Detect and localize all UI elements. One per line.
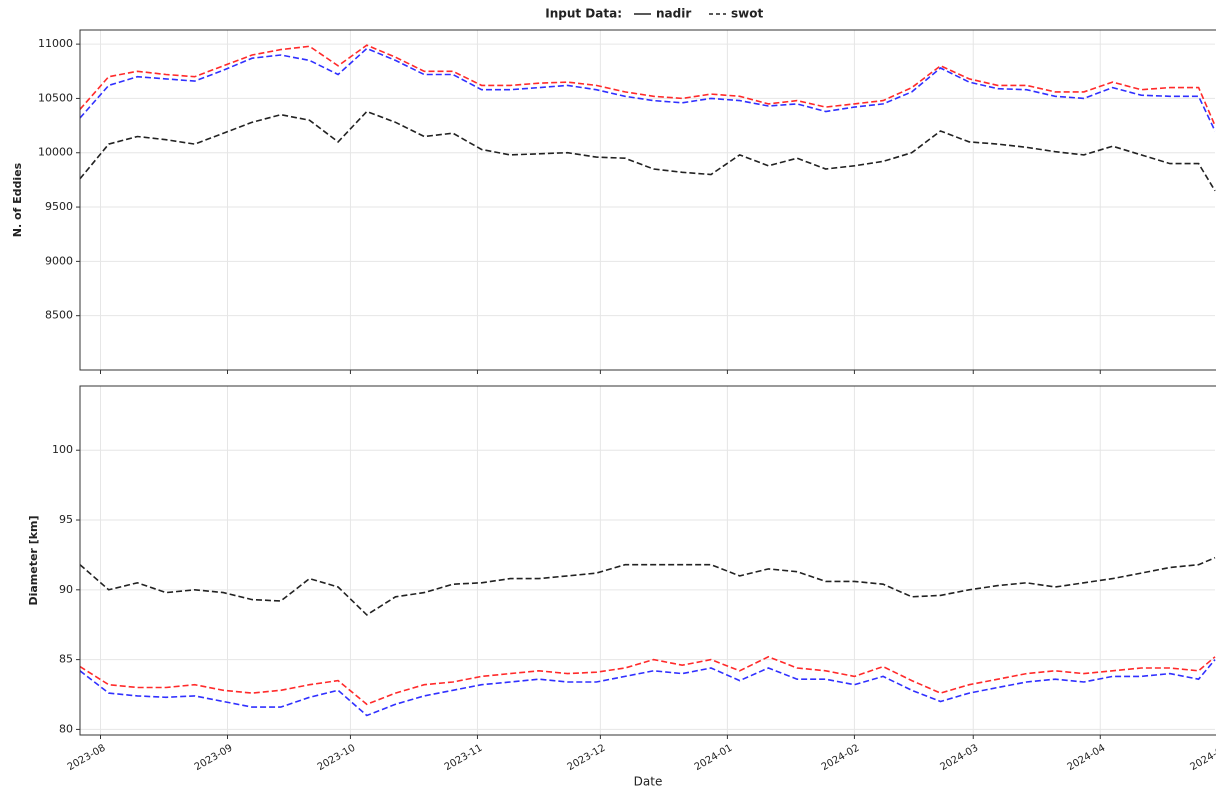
x-axis-label: Date bbox=[634, 775, 663, 789]
series-line bbox=[80, 47, 1216, 132]
series-line bbox=[80, 655, 1216, 706]
series-line bbox=[80, 659, 1216, 717]
x-tick-label: 2024-02 bbox=[820, 743, 862, 773]
legend-label: swot bbox=[731, 7, 763, 21]
y-tick-label: 80 bbox=[59, 722, 73, 735]
y-tick-label: 8500 bbox=[45, 309, 73, 322]
x-tick-label: 2024-03 bbox=[939, 743, 981, 773]
y-tick-label: 95 bbox=[59, 513, 73, 526]
series-line bbox=[80, 110, 1216, 192]
x-tick-label: 2023-10 bbox=[316, 743, 358, 773]
y-tick-label: 9500 bbox=[45, 200, 73, 213]
y-axis-label: Diameter [km] bbox=[27, 515, 40, 605]
x-tick-label: 2024-01 bbox=[693, 743, 735, 773]
x-tick-label: 2023-09 bbox=[193, 743, 235, 773]
legend-title: Input Data: bbox=[545, 7, 622, 21]
x-tick-label: 2023-11 bbox=[443, 743, 485, 773]
x-tick-label: 2024-04 bbox=[1066, 743, 1108, 773]
y-tick-label: 10000 bbox=[38, 146, 73, 159]
y-tick-label: 85 bbox=[59, 653, 73, 666]
y-tick-label: 11000 bbox=[38, 37, 73, 50]
y-tick-label: 90 bbox=[59, 583, 73, 596]
x-tick-label: 2023-12 bbox=[566, 743, 608, 773]
y-tick-label: 9000 bbox=[45, 254, 73, 267]
x-tick-label: 2023-08 bbox=[66, 743, 108, 773]
series-line bbox=[80, 44, 1216, 126]
plot-frame bbox=[79, 385, 1216, 736]
plot-frame bbox=[79, 29, 1216, 371]
legend-label: nadir bbox=[656, 7, 691, 21]
y-axis-label: N. of Eddies bbox=[11, 162, 24, 237]
series-line bbox=[80, 556, 1216, 616]
y-tick-label: 100 bbox=[52, 443, 73, 456]
y-tick-label: 10500 bbox=[38, 91, 73, 104]
x-tick-label: 2024-05 bbox=[1188, 743, 1216, 773]
